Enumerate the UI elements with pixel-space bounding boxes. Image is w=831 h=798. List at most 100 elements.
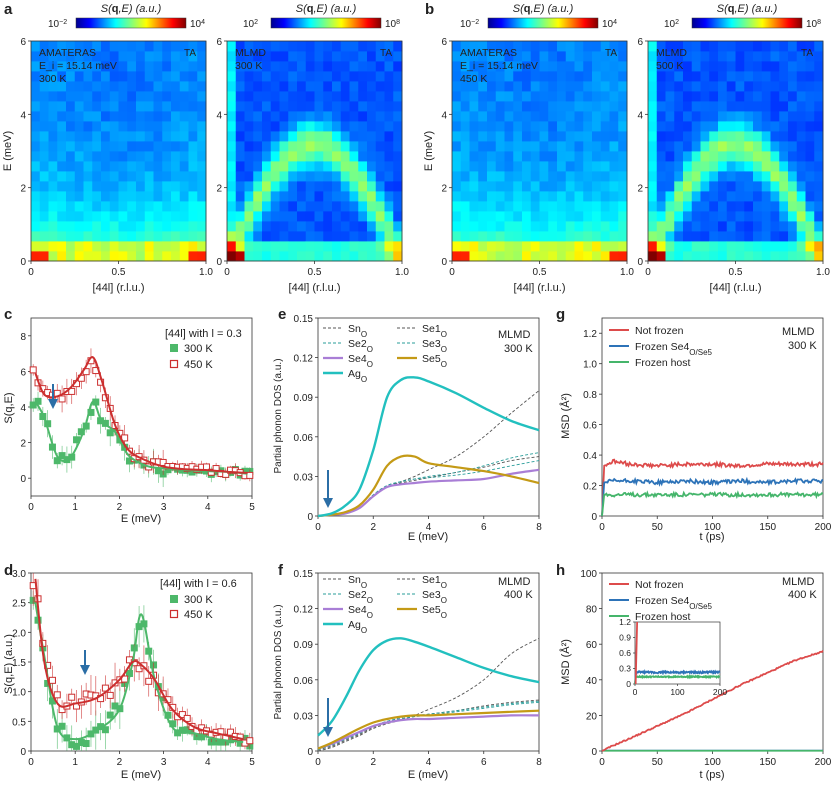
heatmap-cell: [709, 181, 718, 191]
heatmap-cell: [288, 221, 297, 231]
heatmap-cell: [618, 131, 627, 141]
heatmap-cell: [127, 201, 136, 211]
colorbar-title: S(q,E) (a.u.): [717, 3, 778, 15]
heatmap-cell: [350, 131, 359, 141]
heatmap-cell: [575, 151, 584, 161]
heatmap-cell: [806, 71, 815, 81]
heatmap-cell: [180, 231, 189, 241]
heatmap-cell: [385, 191, 394, 201]
heatmap-cell: [297, 141, 306, 151]
heatmap-cell: [40, 191, 49, 201]
heatmap-cell: [566, 241, 575, 251]
heatmap-cell: [814, 151, 823, 161]
heatmap-cell: [358, 181, 367, 191]
heatmap-cell: [461, 231, 470, 241]
heatmap-cell: [127, 81, 136, 91]
heatmap-cell: [566, 221, 575, 231]
heatmap-cell: [280, 101, 289, 111]
heatmap-cell: [145, 231, 154, 241]
heatmap-cell: [306, 101, 315, 111]
x-tick-label: 6: [481, 522, 487, 533]
heatmap-cell: [245, 191, 254, 201]
heatmap-cell: [84, 161, 93, 171]
heatmap-cell: [75, 131, 84, 141]
heatmap-cell: [271, 231, 280, 241]
heatmap-cell: [788, 181, 797, 191]
data-point-450k: [69, 694, 75, 700]
heatmap-cell: [701, 211, 710, 221]
heatmap-cell: [674, 131, 683, 141]
heatmap-cell: [127, 251, 136, 261]
heatmap-cell: [180, 151, 189, 161]
heatmap-cell: [522, 141, 531, 151]
heatmap-cell: [154, 241, 163, 251]
heatmap-cell: [92, 131, 101, 141]
heatmap-cell: [814, 221, 823, 231]
heatmap-cell: [271, 91, 280, 101]
heatmap-cell: [40, 231, 49, 241]
heatmap-row: 10−2 104S(q,E) (a.u.)02460 0.5 1.0[44l] (r.…: [2, 3, 830, 294]
heatmap-cell: [92, 241, 101, 251]
heatmap-cell: [367, 61, 376, 71]
heatmap-cell: [566, 211, 575, 221]
heatmap-cell: [513, 121, 522, 131]
heatmap-cell: [762, 71, 771, 81]
heatmap-cell: [762, 121, 771, 131]
heatmap-cell: [496, 101, 505, 111]
heatmap-cell: [119, 101, 128, 111]
heatmap-cell: [657, 71, 666, 81]
heatmap-cell: [806, 221, 815, 231]
heatmap-cell: [683, 251, 692, 261]
x-tick-label: 2: [117, 502, 123, 513]
heatmap-cell: [341, 71, 350, 81]
heatmap-cell: [674, 71, 683, 81]
heatmap-cell: [280, 191, 289, 201]
heatmap-cell: [315, 171, 324, 181]
heatmap-cell: [49, 121, 58, 131]
heatmap-cell: [136, 91, 145, 101]
heatmap-cell: [367, 151, 376, 161]
heatmap-cell: [557, 81, 566, 91]
heatmap-cell: [110, 151, 119, 161]
heatmap-cell: [779, 191, 788, 201]
heatmap-cell: [806, 171, 815, 181]
heatmap-cell: [162, 211, 171, 221]
heatmap-cell: [297, 201, 306, 211]
heatmap-cell: [788, 51, 797, 61]
heatmap-cell: [522, 201, 531, 211]
heatmap-cell: [92, 171, 101, 181]
heatmap-cell: [385, 201, 394, 211]
heatmap-cell: [145, 101, 154, 111]
heatmap-cell: [583, 251, 592, 261]
heatmap-ylabel: E (meV): [423, 131, 435, 171]
heatmap-cell: [66, 231, 75, 241]
heatmap-cell: [753, 231, 762, 241]
heatmap-cell: [692, 71, 701, 81]
heatmap-cell: [315, 81, 324, 91]
heatmap-cell: [657, 81, 666, 91]
heatmap-cell: [262, 241, 271, 251]
heatmap-cell: [367, 81, 376, 91]
heatmap-cell: [692, 171, 701, 181]
heatmap-cell: [701, 121, 710, 131]
heatmap-cell: [762, 141, 771, 151]
heatmap-b2: 102 108S(q,E) (a.u.)02460 0.5 1.0[44l] (r.l…: [637, 3, 830, 294]
x-tick-label: 0: [449, 267, 455, 278]
heatmap-cell: [75, 181, 84, 191]
heatmap-cell: [814, 171, 823, 181]
heatmap-cell: [306, 191, 315, 201]
panel-d-legend-300k: 300 K: [184, 594, 213, 606]
heatmap-cell: [385, 111, 394, 121]
x-tick-label: 0: [315, 522, 321, 533]
heatmap-cell: [84, 81, 93, 91]
heatmap-cell: [171, 191, 180, 201]
panel-letter-f: f: [278, 562, 284, 579]
heatmap-xlabel: [44l] (r.l.u.): [514, 282, 566, 294]
heatmap-cell: [385, 171, 394, 181]
data-point-450k: [59, 396, 65, 402]
heatmap-cell: [367, 71, 376, 81]
heatmap-cell: [358, 51, 367, 61]
heatmap-cell: [40, 121, 49, 131]
heatmap-cell: [583, 101, 592, 111]
heatmap-cell: [592, 111, 601, 121]
